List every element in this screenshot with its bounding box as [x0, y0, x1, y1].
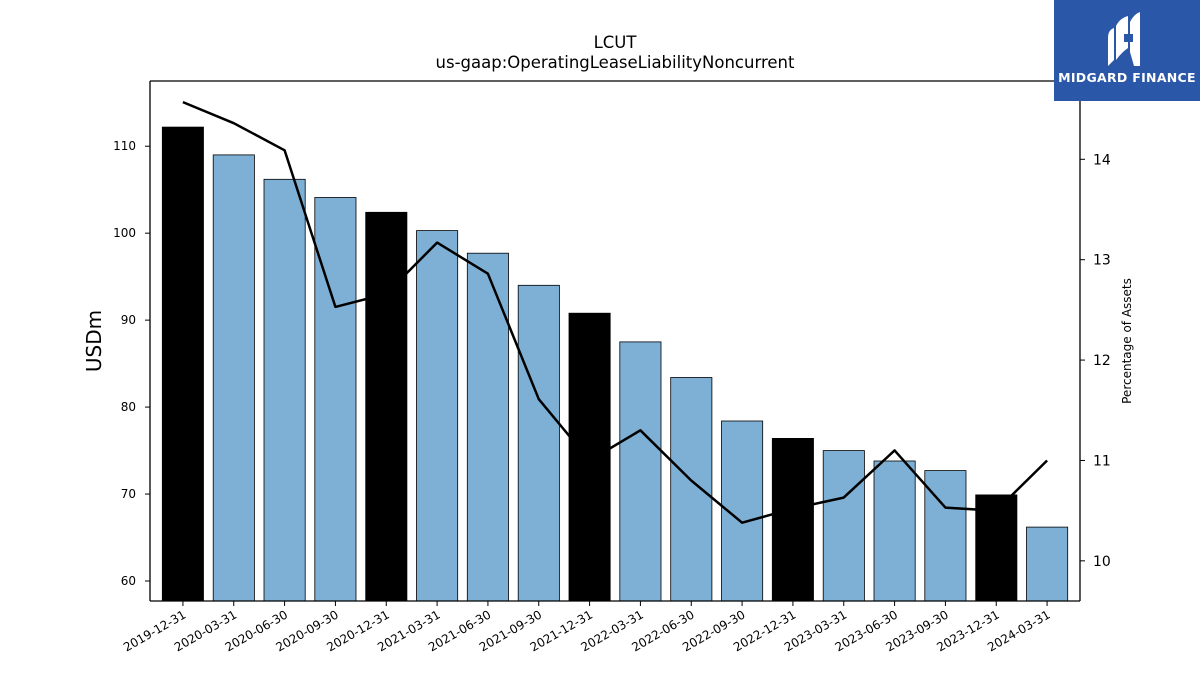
- y2-tick-label: 11: [1093, 453, 1111, 469]
- chart-subtitle: us-gaap:OperatingLeaseLiabilityNoncurren…: [436, 53, 795, 72]
- bar-2021-12-31: [568, 312, 611, 602]
- y2-tick-label: 13: [1093, 253, 1111, 269]
- bar-2024-03-31: [1026, 526, 1069, 602]
- bar-2022-12-31: [771, 437, 814, 602]
- logo-mark-icon: [1108, 12, 1140, 66]
- bar-2020-03-31: [212, 154, 255, 602]
- y2-tick-label: 14: [1093, 152, 1111, 168]
- y-tick-label: 70: [121, 487, 136, 501]
- y-tick-label: 100: [113, 226, 136, 240]
- y-tick-label: 60: [121, 574, 136, 588]
- bar-2022-06-30: [670, 377, 713, 602]
- bar-2020-06-30: [263, 178, 306, 602]
- y-tick-label: 80: [121, 400, 136, 414]
- logo-text: MIDGARD FINANCE: [1058, 70, 1196, 85]
- bar-2023-12-31: [975, 494, 1018, 602]
- bar-2021-06-30: [466, 252, 509, 602]
- axes: 6070809010011010111213142019-12-312020-0…: [113, 80, 1111, 654]
- y-tick-label: 90: [121, 313, 136, 327]
- bar-2021-03-31: [416, 230, 459, 602]
- bar-2019-12-31: [161, 126, 204, 602]
- bar-2022-03-31: [619, 341, 662, 602]
- bar-2021-09-30: [517, 284, 560, 602]
- chart-title: LCUT: [594, 33, 638, 52]
- y2-tick-label: 12: [1093, 353, 1111, 369]
- bar-2020-12-31: [365, 211, 408, 602]
- y-tick-label: 110: [113, 139, 136, 153]
- y2-axis-label: Percentage of Assets: [1120, 278, 1134, 404]
- midgard-finance-logo: MIDGARD FINANCE: [1054, 0, 1200, 101]
- bars-layer: [161, 126, 1069, 602]
- bar-2023-06-30: [873, 460, 916, 602]
- percentage-line: [182, 100, 1048, 524]
- bar-2020-09-30: [314, 197, 357, 602]
- y2-tick-label: 10: [1093, 554, 1111, 570]
- bar-2023-03-31: [822, 450, 865, 602]
- line-layer: [182, 100, 1048, 524]
- y-axis-label: USDm: [82, 310, 106, 372]
